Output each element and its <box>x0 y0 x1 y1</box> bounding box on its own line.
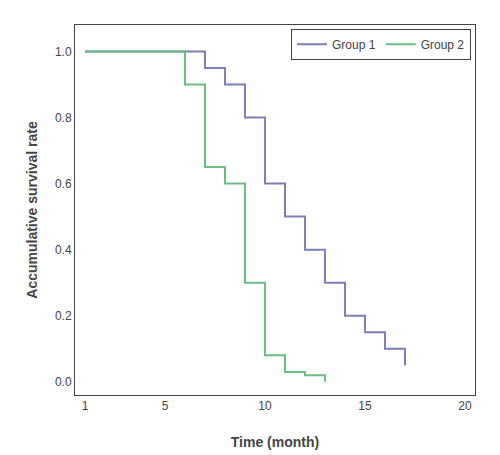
svg-text:0.2: 0.2 <box>55 309 72 323</box>
svg-text:20: 20 <box>458 399 472 413</box>
svg-text:1: 1 <box>82 399 89 413</box>
svg-text:0.8: 0.8 <box>55 111 72 125</box>
svg-text:Group 1: Group 1 <box>332 38 376 52</box>
svg-text:15: 15 <box>358 399 372 413</box>
svg-text:Accumulative survival rate: Accumulative survival rate <box>24 121 40 299</box>
svg-text:0.4: 0.4 <box>55 243 72 257</box>
svg-text:Group 2: Group 2 <box>421 38 465 52</box>
svg-text:Time (month): Time (month) <box>231 434 319 450</box>
svg-text:1.0: 1.0 <box>55 45 72 59</box>
svg-text:10: 10 <box>258 399 272 413</box>
svg-text:0.0: 0.0 <box>55 375 72 389</box>
svg-text:0.6: 0.6 <box>55 177 72 191</box>
svg-text:5: 5 <box>162 399 169 413</box>
